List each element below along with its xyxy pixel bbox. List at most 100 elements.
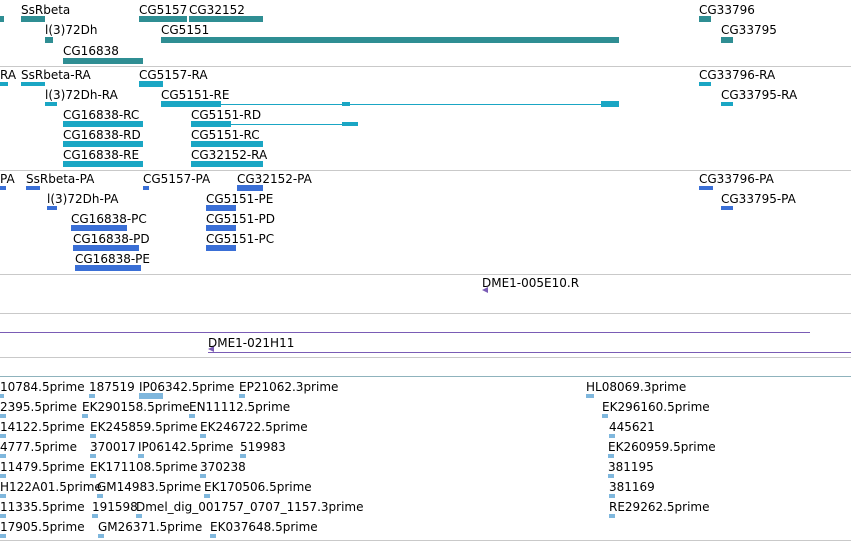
ests-feature-label[interactable]: EK246722.5prime — [200, 420, 308, 434]
genes-feature-label[interactable]: CG33795 — [721, 23, 777, 37]
ests-feature-glyph[interactable] — [0, 414, 6, 418]
transcripts-feature-label[interactable]: CG5151-RD — [191, 108, 262, 122]
genes-feature-glyph[interactable] — [139, 16, 187, 22]
ests-feature-label[interactable]: 445621 — [609, 420, 655, 434]
clones-feature-label[interactable]: DME1-005E10.R — [482, 276, 580, 290]
ests-feature-glyph[interactable] — [136, 514, 142, 518]
proteins-feature-glyph[interactable] — [143, 186, 149, 190]
ests-feature-glyph[interactable] — [608, 474, 614, 478]
ests-feature-glyph[interactable] — [139, 393, 163, 399]
clones-intron-line[interactable] — [208, 352, 851, 353]
transcripts-feature-glyph[interactable] — [699, 82, 711, 86]
clones-intron-line[interactable] — [0, 332, 810, 333]
transcripts-feature-glyph[interactable] — [721, 102, 733, 106]
ests-feature-label[interactable]: 10784.5prime — [0, 380, 85, 394]
proteins-feature-label[interactable]: CG33795-PA — [721, 192, 796, 206]
proteins-feature-label[interactable]: l(3)72Dh-PA — [47, 192, 119, 206]
ests-feature-glyph[interactable] — [240, 454, 246, 458]
clone-arrow-icon[interactable] — [208, 346, 214, 352]
ests-feature-glyph[interactable] — [608, 454, 614, 458]
genes-feature-glyph[interactable] — [161, 37, 619, 43]
transcripts-feature-glyph[interactable] — [63, 141, 143, 147]
genes-feature-glyph[interactable] — [189, 16, 263, 22]
ests-feature-label[interactable]: 519983 — [240, 440, 286, 454]
ests-feature-glyph[interactable] — [92, 514, 98, 518]
ests-feature-label[interactable]: EK296160.5prime — [602, 400, 710, 414]
transcripts-feature-label[interactable]: SsRbeta-RA — [21, 68, 91, 82]
ests-feature-label[interactable]: RE29262.5prime — [609, 500, 710, 514]
ests-feature-glyph[interactable] — [609, 434, 615, 438]
ests-feature-glyph[interactable] — [97, 494, 103, 498]
genes-feature-glyph[interactable] — [0, 16, 4, 22]
ests-feature-glyph[interactable] — [609, 494, 615, 498]
transcripts-feature-glyph[interactable] — [342, 102, 350, 106]
ests-feature-label[interactable]: 381195 — [608, 460, 654, 474]
ests-feature-label[interactable]: HL08069.3prime — [586, 380, 687, 394]
genes-feature-glyph[interactable] — [63, 58, 143, 64]
genes-feature-glyph[interactable] — [721, 37, 733, 43]
transcripts-feature-glyph[interactable] — [161, 101, 221, 107]
proteins-feature-label[interactable]: CG16838-PE — [75, 252, 150, 266]
proteins-feature-label[interactable]: CG33796-PA — [699, 172, 774, 186]
transcripts-feature-label[interactable]: CG16838-RE — [63, 148, 140, 162]
ests-feature-glyph[interactable] — [0, 454, 6, 458]
transcripts-feature-label[interactable]: CG5157-RA — [139, 68, 208, 82]
proteins-feature-label[interactable]: CG32152-PA — [237, 172, 312, 186]
transcripts-feature-label[interactable]: CG33796-RA — [699, 68, 776, 82]
ests-feature-label[interactable]: 381169 — [609, 480, 655, 494]
proteins-feature-glyph[interactable] — [47, 206, 57, 210]
ests-feature-label[interactable]: 370017 — [90, 440, 136, 454]
proteins-feature-glyph[interactable] — [71, 225, 127, 231]
genes-feature-glyph[interactable] — [45, 37, 53, 43]
ests-feature-label[interactable]: EK037648.5prime — [210, 520, 318, 534]
ests-feature-label[interactable]: IP06142.5prime — [138, 440, 234, 454]
proteins-feature-glyph[interactable] — [206, 245, 236, 251]
proteins-feature-glyph[interactable] — [0, 186, 6, 190]
ests-feature-glyph[interactable] — [200, 434, 206, 438]
ests-feature-label[interactable]: EK260959.5prime — [608, 440, 716, 454]
ests-feature-glyph[interactable] — [0, 434, 6, 438]
proteins-feature-glyph[interactable] — [721, 206, 733, 210]
proteins-feature-label[interactable]: CG5151-PC — [206, 232, 275, 246]
proteins-feature-glyph[interactable] — [73, 245, 139, 251]
proteins-feature-glyph[interactable] — [237, 185, 263, 191]
proteins-feature-label[interactable]: CG5151-PD — [206, 212, 276, 226]
ests-feature-glyph[interactable] — [189, 414, 195, 418]
ests-feature-glyph[interactable] — [0, 474, 6, 478]
ests-feature-glyph[interactable] — [0, 534, 6, 538]
transcripts-feature-label[interactable]: RA — [0, 68, 17, 82]
genes-feature-label[interactable]: CG16838 — [63, 44, 119, 58]
proteins-feature-label[interactable]: CG5157-PA — [143, 172, 211, 186]
proteins-feature-glyph[interactable] — [206, 205, 236, 211]
transcripts-feature-glyph[interactable] — [139, 81, 163, 87]
genes-feature-label[interactable]: CG32152 — [189, 3, 245, 17]
transcripts-feature-glyph[interactable] — [45, 102, 57, 106]
ests-feature-label[interactable]: EK290158.5prime — [82, 400, 190, 414]
ests-feature-label[interactable]: IP06342.5prime — [139, 380, 235, 394]
genes-feature-glyph[interactable] — [699, 16, 711, 22]
ests-feature-label[interactable]: 14122.5prime — [0, 420, 85, 434]
ests-feature-glyph[interactable] — [239, 394, 245, 398]
transcripts-feature-label[interactable]: CG5151-RC — [191, 128, 260, 142]
ests-feature-glyph[interactable] — [602, 414, 608, 418]
ests-feature-label[interactable]: 187519 — [89, 380, 135, 394]
transcripts-feature-glyph[interactable] — [342, 122, 358, 126]
transcripts-intron-line[interactable] — [221, 104, 619, 105]
ests-feature-glyph[interactable] — [210, 534, 216, 538]
ests-feature-label[interactable]: 370238 — [200, 460, 246, 474]
ests-feature-glyph[interactable] — [90, 454, 96, 458]
proteins-feature-label[interactable]: CG16838-PD — [73, 232, 150, 246]
proteins-feature-label[interactable]: PA — [0, 172, 15, 186]
transcripts-feature-glyph[interactable] — [191, 161, 263, 167]
proteins-feature-label[interactable]: CG5151-PE — [206, 192, 274, 206]
transcripts-feature-glyph[interactable] — [191, 121, 231, 127]
ests-feature-glyph[interactable] — [82, 414, 88, 418]
ests-feature-glyph[interactable] — [0, 494, 6, 498]
ests-feature-label[interactable]: 2395.5prime — [0, 400, 77, 414]
proteins-feature-glyph[interactable] — [206, 225, 236, 231]
ests-feature-glyph[interactable] — [138, 454, 144, 458]
transcripts-feature-label[interactable]: CG5151-RE — [161, 88, 230, 102]
ests-feature-label[interactable]: EP21062.3prime — [239, 380, 339, 394]
ests-feature-label[interactable]: Dmel_dig_001757_0707_1157.3prime — [136, 500, 364, 514]
ests-feature-label[interactable]: 11479.5prime — [0, 460, 85, 474]
